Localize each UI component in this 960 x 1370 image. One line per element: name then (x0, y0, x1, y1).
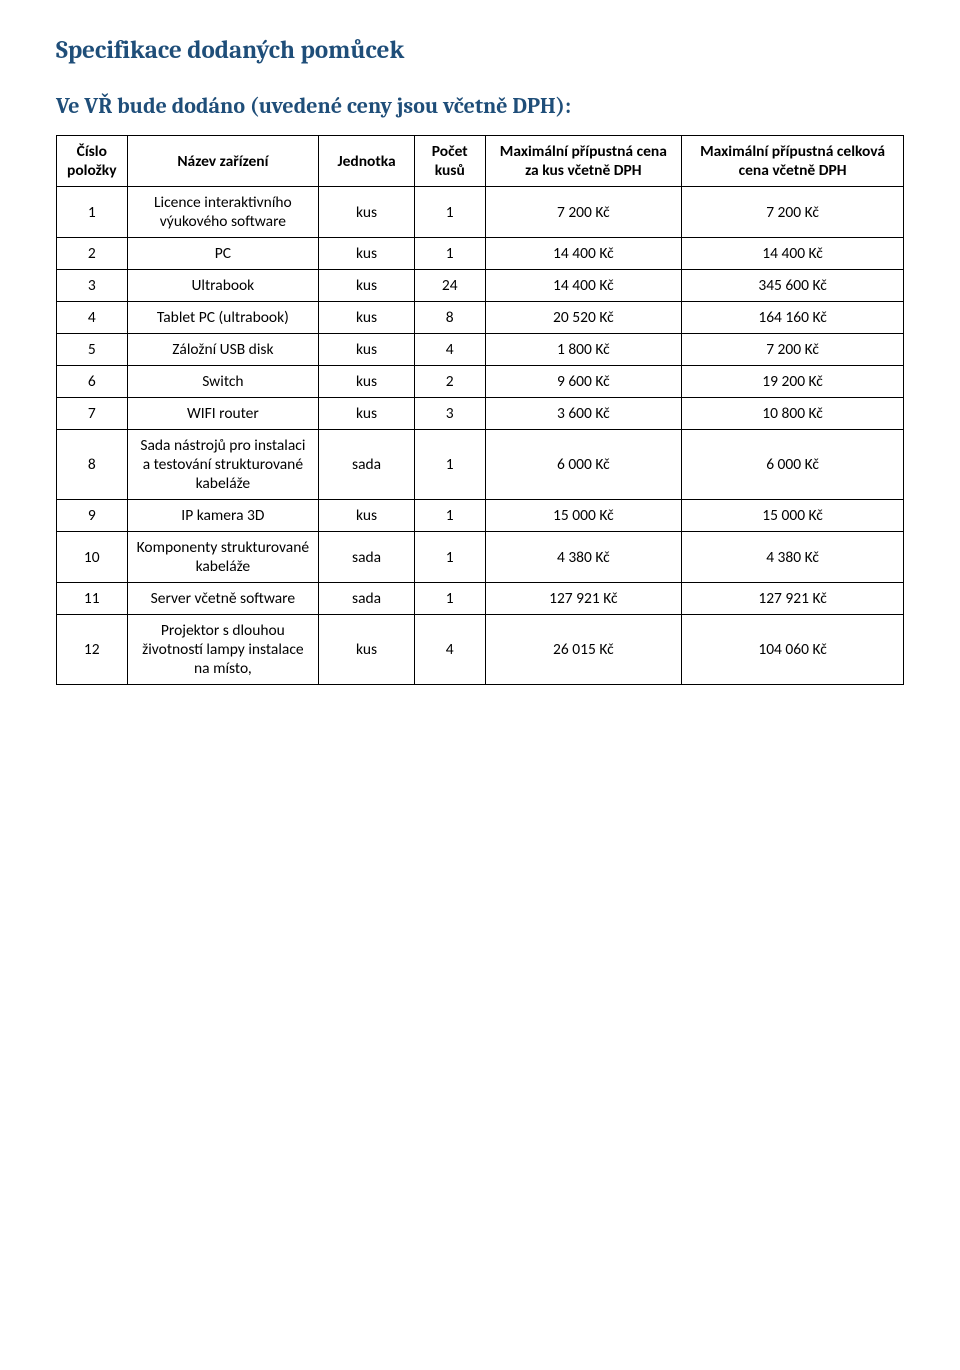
cell-number: 2 (57, 238, 128, 270)
cell-unit: kus (319, 187, 415, 238)
cell-unit: sada (319, 532, 415, 583)
cell-qty: 1 (414, 430, 485, 500)
cell-total: 104 060 Kč (682, 615, 904, 685)
table-row: 7 WIFI router kus 3 3 600 Kč 10 800 Kč (57, 398, 904, 430)
table-row: 12 Projektor s dlouhou životností lampy … (57, 615, 904, 685)
col-header-total: Maximální přípustná celková cena včetně … (682, 136, 904, 187)
cell-price: 7 200 Kč (485, 187, 682, 238)
page-subtitle: Ve VŘ bude dodáno (uvedené ceny jsou vče… (56, 93, 904, 119)
col-header-qty: Počet kusů (414, 136, 485, 187)
cell-price: 127 921 Kč (485, 583, 682, 615)
cell-unit: kus (319, 398, 415, 430)
cell-number: 5 (57, 334, 128, 366)
cell-price: 15 000 Kč (485, 500, 682, 532)
cell-name: Ultrabook (127, 270, 319, 302)
cell-number: 12 (57, 615, 128, 685)
table-row: 6 Switch kus 2 9 600 Kč 19 200 Kč (57, 366, 904, 398)
cell-total: 14 400 Kč (682, 238, 904, 270)
table-row: 2 PC kus 1 14 400 Kč 14 400 Kč (57, 238, 904, 270)
cell-price: 20 520 Kč (485, 302, 682, 334)
cell-qty: 24 (414, 270, 485, 302)
cell-total: 345 600 Kč (682, 270, 904, 302)
cell-qty: 2 (414, 366, 485, 398)
cell-number: 10 (57, 532, 128, 583)
cell-name: Projektor s dlouhou životností lampy ins… (127, 615, 319, 685)
cell-qty: 1 (414, 532, 485, 583)
table-row: 9 IP kamera 3D kus 1 15 000 Kč 15 000 Kč (57, 500, 904, 532)
col-header-number: Číslo položky (57, 136, 128, 187)
cell-price: 3 600 Kč (485, 398, 682, 430)
cell-price: 14 400 Kč (485, 270, 682, 302)
cell-qty: 3 (414, 398, 485, 430)
cell-unit: kus (319, 615, 415, 685)
cell-total: 7 200 Kč (682, 187, 904, 238)
cell-number: 4 (57, 302, 128, 334)
cell-qty: 4 (414, 334, 485, 366)
cell-total: 127 921 Kč (682, 583, 904, 615)
table-row: 5 Záložní USB disk kus 4 1 800 Kč 7 200 … (57, 334, 904, 366)
table-header-row: Číslo položky Název zařízení Jednotka Po… (57, 136, 904, 187)
cell-price: 4 380 Kč (485, 532, 682, 583)
cell-name: WIFI router (127, 398, 319, 430)
cell-qty: 4 (414, 615, 485, 685)
col-header-price: Maximální přípustná cena za kus včetně D… (485, 136, 682, 187)
cell-unit: kus (319, 334, 415, 366)
cell-price: 14 400 Kč (485, 238, 682, 270)
cell-qty: 1 (414, 187, 485, 238)
cell-unit: sada (319, 430, 415, 500)
cell-price: 1 800 Kč (485, 334, 682, 366)
cell-price: 9 600 Kč (485, 366, 682, 398)
cell-name: Sada nástrojů pro instalaci a testování … (127, 430, 319, 500)
cell-unit: kus (319, 302, 415, 334)
table-row: 11 Server včetně software sada 1 127 921… (57, 583, 904, 615)
cell-name: Komponenty strukturované kabeláže (127, 532, 319, 583)
table-row: 3 Ultrabook kus 24 14 400 Kč 345 600 Kč (57, 270, 904, 302)
cell-number: 9 (57, 500, 128, 532)
cell-total: 19 200 Kč (682, 366, 904, 398)
page-title: Specifikace dodaných pomůcek (56, 36, 904, 65)
cell-total: 164 160 Kč (682, 302, 904, 334)
cell-number: 7 (57, 398, 128, 430)
cell-unit: sada (319, 583, 415, 615)
cell-total: 10 800 Kč (682, 398, 904, 430)
col-header-name: Název zařízení (127, 136, 319, 187)
cell-unit: kus (319, 238, 415, 270)
cell-unit: kus (319, 500, 415, 532)
cell-unit: kus (319, 366, 415, 398)
cell-total: 7 200 Kč (682, 334, 904, 366)
cell-number: 3 (57, 270, 128, 302)
cell-number: 8 (57, 430, 128, 500)
table-row: 4 Tablet PC (ultrabook) kus 8 20 520 Kč … (57, 302, 904, 334)
cell-total: 4 380 Kč (682, 532, 904, 583)
cell-total: 15 000 Kč (682, 500, 904, 532)
cell-number: 6 (57, 366, 128, 398)
cell-number: 11 (57, 583, 128, 615)
cell-qty: 1 (414, 500, 485, 532)
cell-price: 6 000 Kč (485, 430, 682, 500)
spec-table: Číslo položky Název zařízení Jednotka Po… (56, 135, 904, 685)
table-row: 10 Komponenty strukturované kabeláže sad… (57, 532, 904, 583)
cell-name: Server včetně software (127, 583, 319, 615)
cell-qty: 8 (414, 302, 485, 334)
cell-name: Záložní USB disk (127, 334, 319, 366)
cell-name: Licence interaktivního výukového softwar… (127, 187, 319, 238)
cell-name: IP kamera 3D (127, 500, 319, 532)
cell-number: 1 (57, 187, 128, 238)
cell-qty: 1 (414, 238, 485, 270)
table-row: 1 Licence interaktivního výukového softw… (57, 187, 904, 238)
cell-name: PC (127, 238, 319, 270)
table-body: 1 Licence interaktivního výukového softw… (57, 187, 904, 685)
col-header-unit: Jednotka (319, 136, 415, 187)
cell-qty: 1 (414, 583, 485, 615)
cell-price: 26 015 Kč (485, 615, 682, 685)
cell-unit: kus (319, 270, 415, 302)
table-row: 8 Sada nástrojů pro instalaci a testován… (57, 430, 904, 500)
cell-name: Tablet PC (ultrabook) (127, 302, 319, 334)
cell-total: 6 000 Kč (682, 430, 904, 500)
cell-name: Switch (127, 366, 319, 398)
